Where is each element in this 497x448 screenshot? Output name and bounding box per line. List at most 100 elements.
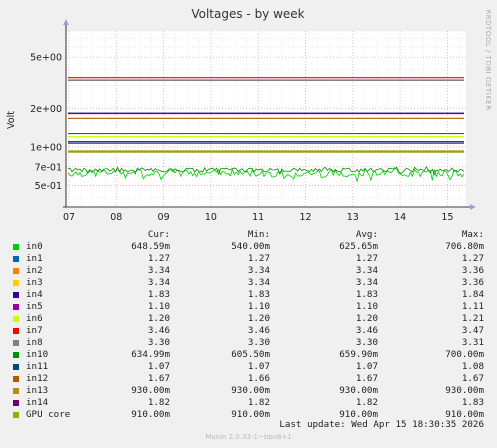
legend-series-name: in4 — [26, 289, 43, 300]
legend-rows: in0 648.59m 540.00m 625.65m 706.80m in1 1.27 1.… — [0, 241, 497, 421]
legend-cur-value: 3.34 — [147, 265, 170, 276]
legend-swatch — [13, 352, 19, 358]
legend-row: in13 930.00m 930.00m 930.00m 930.00m — [0, 385, 497, 397]
legend-min-value: 1.66 — [247, 373, 270, 384]
legend-min-value: 3.46 — [247, 325, 270, 336]
legend-min-value: 605.50m — [231, 349, 270, 360]
legend-min-value: 3.34 — [247, 265, 270, 276]
legend-swatch — [13, 244, 19, 250]
legend-max-value: 1.11 — [461, 301, 484, 312]
legend-avg-value: 3.46 — [355, 325, 378, 336]
legend-avg-value: 1.07 — [355, 361, 378, 372]
legend-row: in6 1.20 1.20 1.20 1.21 — [0, 313, 497, 325]
series-line-in10 — [67, 165, 465, 176]
legend-series-name: in2 — [26, 265, 43, 276]
legend-max-value: 700.00m — [445, 349, 484, 360]
legend-swatch — [13, 328, 19, 334]
legend-min-value: 1.82 — [247, 397, 270, 408]
legend-cur-value: 1.83 — [147, 289, 170, 300]
legend-cur-value: 930.00m — [131, 385, 170, 396]
legend-series-name: in7 — [26, 325, 43, 336]
y-tick-label: 1e+00 — [30, 142, 62, 153]
legend-min-value: 1.83 — [247, 289, 270, 300]
legend-cur-value: 1.67 — [147, 373, 170, 384]
legend-max-value: 3.36 — [461, 277, 484, 288]
legend-series-name: GPU core — [26, 409, 71, 420]
x-tick-label: 15 — [441, 212, 453, 223]
legend-min-value: 3.30 — [247, 337, 270, 348]
legend-cur-value: 1.20 — [147, 313, 170, 324]
legend-cur-value: 634.99m — [131, 349, 170, 360]
legend-cur-value: 3.34 — [147, 277, 170, 288]
legend-swatch — [13, 256, 19, 262]
legend-min-value: 910.00m — [231, 409, 270, 420]
legend-cur-value: 3.46 — [147, 325, 170, 336]
legend-max-value: 1.08 — [461, 361, 484, 372]
legend-series-name: in8 — [26, 337, 43, 348]
legend-header-min: Min: — [247, 229, 270, 240]
legend-cur-value: 3.30 — [147, 337, 170, 348]
legend-min-value: 540.00m — [231, 241, 270, 252]
legend-max-value: 930.00m — [445, 385, 484, 396]
legend-avg-value: 1.10 — [355, 301, 378, 312]
legend-row: in14 1.82 1.82 1.82 1.83 — [0, 397, 497, 409]
legend-min-value: 930.00m — [231, 385, 270, 396]
x-tick-label: 10 — [205, 212, 217, 223]
legend-min-value: 1.27 — [247, 253, 270, 264]
legend-row: in0 648.59m 540.00m 625.65m 706.80m — [0, 241, 497, 253]
legend-swatch — [13, 400, 19, 406]
axes: 5e+00 2e+00 1e+00 7e-01 5e-01 07 08 09 10 11 12 13 1… — [30, 19, 476, 223]
legend-row: in8 3.30 3.30 3.30 3.31 — [0, 337, 497, 349]
legend-avg-value: 3.34 — [355, 265, 378, 276]
side-watermark: RRDTOOL / TOBI OETIKER — [484, 9, 492, 110]
y-tick-label: 7e-01 — [35, 162, 62, 173]
x-tick-label: 11 — [252, 212, 264, 223]
legend-swatch — [13, 364, 19, 370]
legend-avg-value: 659.90m — [339, 349, 378, 360]
x-tick-label: 14 — [394, 212, 406, 223]
legend-avg-value: 1.83 — [355, 289, 378, 300]
grid — [66, 30, 466, 207]
legend-cur-value: 1.07 — [147, 361, 170, 372]
legend-swatch — [13, 280, 19, 286]
voltage-chart: Voltages - by week Volt RRDTOOL / TOBI O… — [6, 7, 492, 223]
legend-avg-value: 930.00m — [339, 385, 378, 396]
legend-row: in3 3.34 3.34 3.34 3.36 — [0, 277, 497, 289]
legend-max-value: 1.21 — [461, 313, 484, 324]
legend-swatch — [13, 340, 19, 346]
legend-avg-value: 3.34 — [355, 277, 378, 288]
legend-header: Cur: Min: Avg: Max: — [0, 229, 497, 241]
legend-header-avg: Avg: — [355, 229, 378, 240]
x-axis-arrow — [470, 204, 476, 210]
legend-series-name: in14 — [26, 397, 49, 408]
legend-avg-value: 3.30 — [355, 337, 378, 348]
legend-row: in1 1.27 1.27 1.27 1.27 — [0, 253, 497, 265]
legend-min-value: 1.10 — [247, 301, 270, 312]
legend-avg-value: 1.20 — [355, 313, 378, 324]
x-tick-label: 07 — [63, 212, 75, 223]
legend-series-name: in5 — [26, 301, 43, 312]
y-tick-label: 5e-01 — [35, 181, 62, 192]
legend-row: in2 3.34 3.34 3.34 3.36 — [0, 265, 497, 277]
legend-series-name: in11 — [26, 361, 49, 372]
legend-cur-value: 1.10 — [147, 301, 170, 312]
legend-max-value: 1.27 — [461, 253, 484, 264]
legend-row: in7 3.46 3.46 3.46 3.47 — [0, 325, 497, 337]
legend-max-value: 1.84 — [461, 289, 484, 300]
legend-row: GPU core 910.00m 910.00m 910.00m 910.00m — [0, 409, 497, 421]
y-axis-arrow — [63, 19, 69, 25]
legend-cur-value: 648.59m — [131, 241, 170, 252]
legend-min-value: 3.34 — [247, 277, 270, 288]
x-tick-label: 08 — [110, 212, 122, 223]
x-tick-label: 12 — [299, 212, 311, 223]
legend-max-value: 3.47 — [461, 325, 484, 336]
legend-min-value: 1.07 — [247, 361, 270, 372]
legend-swatch — [13, 412, 19, 418]
legend-avg-value: 1.27 — [355, 253, 378, 264]
legend-max-value: 3.31 — [461, 337, 484, 348]
legend-row: in5 1.10 1.10 1.10 1.11 — [0, 301, 497, 313]
legend-swatch — [13, 268, 19, 274]
munin-version: Munin 2.0.33-1~bpo8+1 — [205, 433, 292, 441]
x-tick-label: 09 — [158, 212, 170, 223]
legend-header-cur: Cur: — [147, 229, 170, 240]
